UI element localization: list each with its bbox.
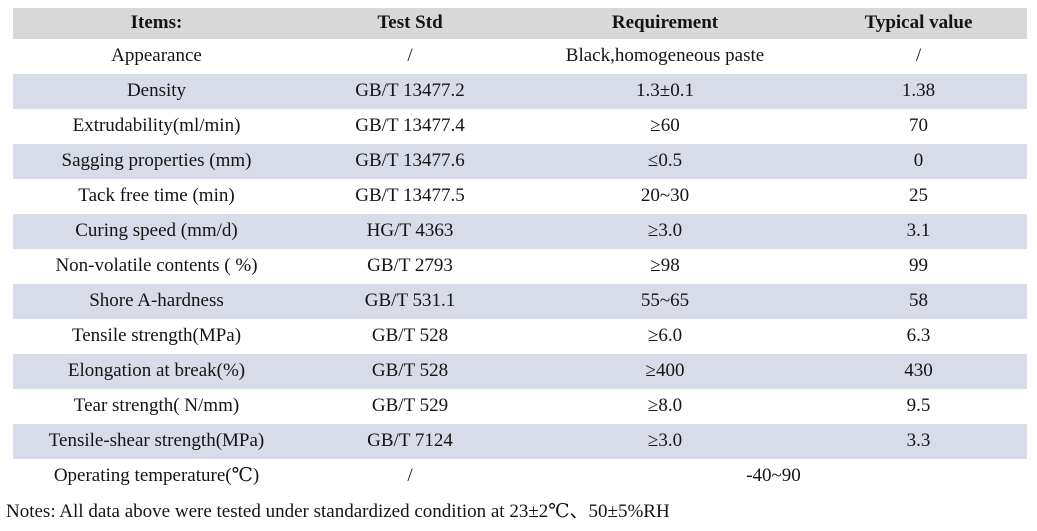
spec-table: Items: Test Std Requirement Typical valu… (13, 8, 1027, 494)
header-test-std: Test Std (377, 12, 443, 34)
test-std-cell: GB/T 13477.5 (355, 185, 465, 207)
table-row: Tensile strength(MPa) GB/T 528 ≥6.0 6.3 (13, 319, 1027, 354)
item-cell: Operating temperature(℃) (53, 465, 260, 487)
typical-value-cell: 70 (909, 115, 928, 137)
requirement-cell: 55~65 (640, 290, 690, 312)
table-row: Tack free time (min) GB/T 13477.5 20~30 25 (13, 179, 1027, 214)
item-cell: Non-volatile contents ( %) (55, 255, 258, 277)
typical-value-cell: 6.3 (906, 325, 931, 347)
item-cell: Density (126, 80, 187, 102)
requirement-cell: Black,homogeneous paste (565, 45, 765, 67)
table-row: Tear strength( N/mm) GB/T 529 ≥8.0 9.5 (13, 389, 1027, 424)
requirement-span-cell: -40~90 (746, 465, 801, 487)
requirement-cell: ≤0.5 (647, 150, 683, 172)
item-cell: Tear strength( N/mm) (73, 395, 240, 417)
typical-value-cell: 58 (909, 290, 928, 312)
table-row: Tensile-shear strength(MPa) GB/T 7124 ≥3.0… (13, 424, 1027, 459)
typical-value-cell: 25 (909, 185, 928, 207)
table-row: Density GB/T 13477.2 1.3±0.1 1.38 (13, 74, 1027, 109)
requirement-cell: ≥400 (645, 360, 685, 382)
typical-value-cell: 3.1 (906, 220, 931, 242)
header-items: Items: (130, 12, 183, 34)
table-row: Operating temperature(℃) / -40~90 (13, 459, 1027, 494)
item-cell: Tensile strength(MPa) (71, 325, 242, 347)
table-row: Appearance / Black,homogeneous paste / (13, 39, 1027, 74)
test-std-cell: GB/T 13477.2 (355, 80, 465, 102)
table-row: Sagging properties (mm) GB/T 13477.6 ≤0.5 0 (13, 144, 1027, 179)
test-std-cell: GB/T 13477.6 (355, 150, 465, 172)
requirement-cell: 1.3±0.1 (636, 80, 694, 102)
header-row: Items: Test Std Requirement Typical valu… (13, 8, 1027, 39)
typical-value-cell: 1.38 (901, 80, 936, 102)
table-row: Non-volatile contents ( %) GB/T 2793 ≥98 99 (13, 249, 1027, 284)
test-std-cell: GB/T 531.1 (364, 290, 456, 312)
test-std-cell: GB/T 529 (371, 395, 449, 417)
spec-table-header: Items: Test Std Requirement Typical valu… (13, 8, 1027, 39)
typical-value-cell: / (915, 45, 922, 67)
requirement-cell: ≥3.0 (647, 220, 683, 242)
table-row: Extrudability(ml/min) GB/T 13477.4 ≥60 70 (13, 109, 1027, 144)
requirement-cell: ≥6.0 (647, 325, 683, 347)
item-cell: Elongation at break(%) (67, 360, 246, 382)
typical-value-cell: 99 (909, 255, 928, 277)
test-std-cell: GB/T 7124 (367, 430, 453, 452)
typical-value-cell: 0 (913, 150, 924, 172)
header-typical-value: Typical value (864, 12, 973, 34)
item-cell: Sagging properties (mm) (61, 150, 252, 172)
typical-value-cell: 9.5 (906, 395, 931, 417)
item-cell: Shore A-hardness (89, 290, 224, 312)
typical-value-cell: 430 (904, 360, 933, 382)
requirement-cell: ≥3.0 (647, 430, 683, 452)
requirement-cell: 20~30 (640, 185, 690, 207)
test-std-cell: GB/T 528 (371, 360, 449, 382)
requirement-cell: ≥8.0 (647, 395, 683, 417)
item-cell: Tack free time (min) (78, 185, 235, 207)
notes-line: Notes: All data above were tested under … (6, 501, 670, 522)
table-row: Shore A-hardness GB/T 531.1 55~65 58 (13, 284, 1027, 319)
table-row: Elongation at break(%) GB/T 528 ≥400 430 (13, 354, 1027, 389)
item-cell: Appearance (111, 45, 202, 67)
typical-value-cell: 3.3 (906, 430, 931, 452)
test-std-cell: GB/T 2793 (367, 255, 453, 277)
requirement-cell: ≥98 (650, 255, 680, 277)
header-requirement: Requirement (611, 12, 719, 34)
item-cell: Extrudability(ml/min) (72, 115, 241, 137)
spec-table-body: Appearance / Black,homogeneous paste / Densi… (13, 39, 1027, 494)
test-std-cell: HG/T 4363 (366, 220, 454, 242)
test-std-cell: GB/T 13477.4 (355, 115, 465, 137)
requirement-cell: ≥60 (650, 115, 680, 137)
test-std-cell: GB/T 528 (371, 325, 449, 347)
test-std-cell: / (407, 465, 413, 487)
table-row: Curing speed (mm/d) HG/T 4363 ≥3.0 3.1 (13, 214, 1027, 249)
item-cell: Tensile-shear strength(MPa) (48, 430, 265, 452)
item-cell: Curing speed (mm/d) (75, 220, 238, 242)
test-std-cell: / (407, 45, 413, 67)
